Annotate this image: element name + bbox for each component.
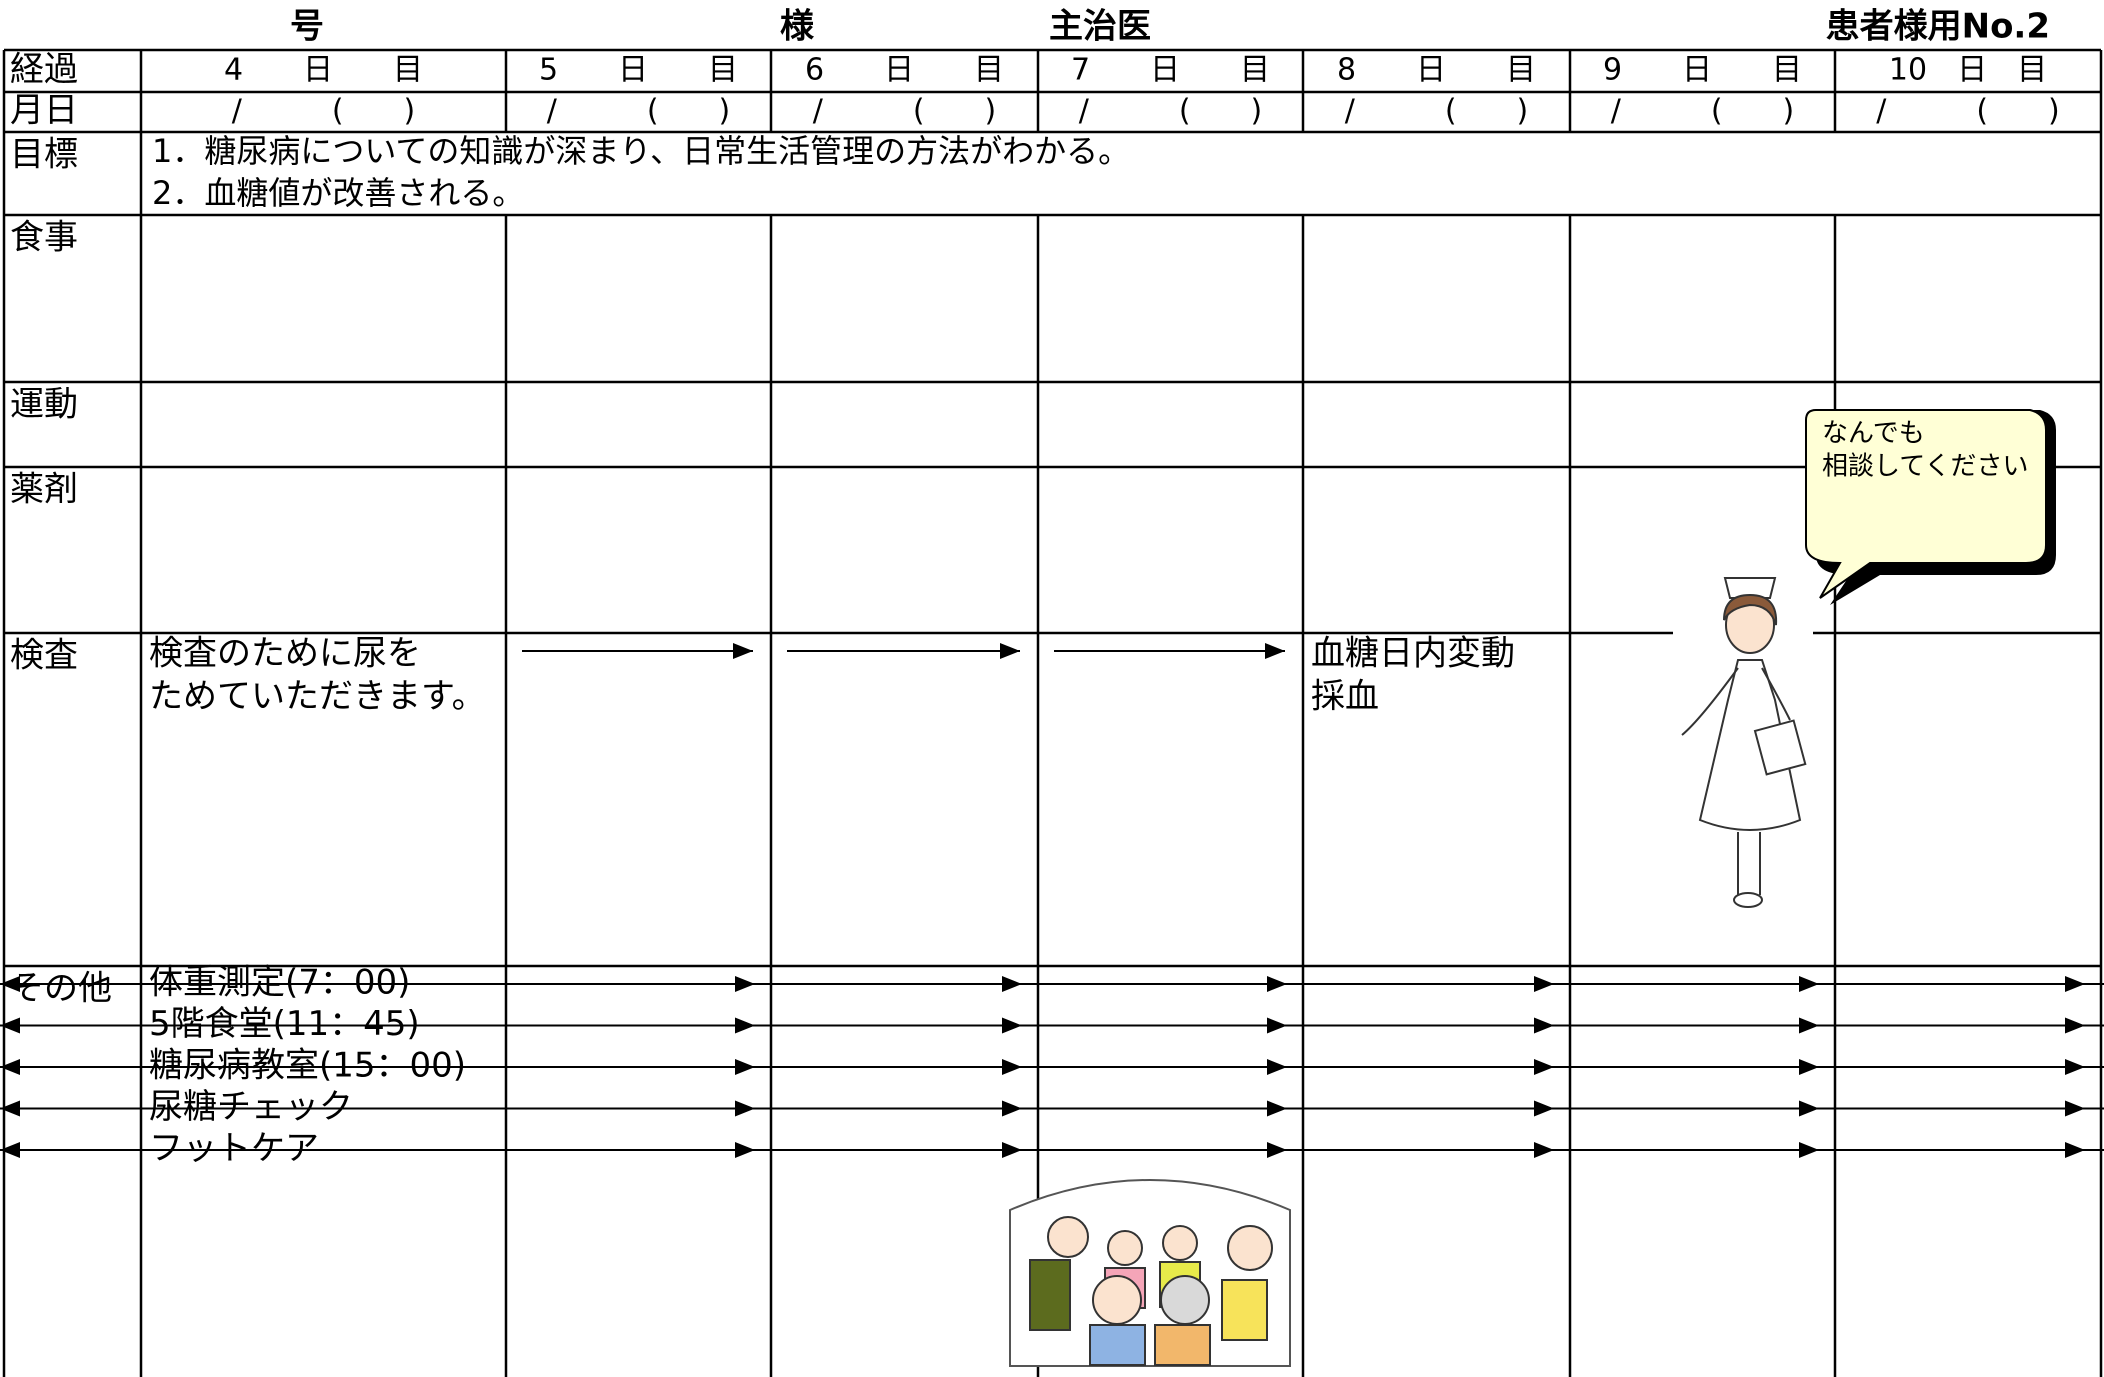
day-header: 8 日 目	[1337, 53, 1536, 88]
date-cell: / ( )	[232, 94, 416, 129]
row-label: その他	[10, 969, 112, 1009]
row-label: 月日	[10, 91, 78, 131]
goal-text: 1．糖尿病についての知識が深まり、日常生活管理の方法がわかる。	[152, 132, 1130, 170]
date-cell: / ( )	[813, 94, 997, 129]
bubble-text: 相談してください	[1822, 452, 2028, 482]
day-header: 9 日 目	[1603, 53, 1802, 88]
patient-label: 様	[780, 7, 815, 47]
doctor-label: 主治医	[1049, 7, 1151, 47]
exam-text: ためていただきます。	[149, 677, 486, 717]
row-label: 食事	[10, 218, 78, 258]
row-label: 薬剤	[10, 470, 78, 510]
number-label: 号	[290, 7, 324, 47]
form-number: 患者様用No.2	[1826, 7, 2050, 47]
row-label: 運動	[10, 385, 78, 425]
day-header: 10 日 目	[1889, 53, 2047, 88]
other-item: 5階食堂(11：45)	[149, 1004, 420, 1044]
nurse-illustration	[1673, 577, 1813, 908]
row-label: 目標	[10, 135, 78, 175]
illustrations: なんでも 相談してください	[1009, 409, 2056, 1367]
date-cell: / ( )	[1079, 94, 1263, 129]
other-item: 体重測定(7：00)	[149, 963, 410, 1003]
other-item: 糖尿病教室(15：00)	[149, 1046, 466, 1086]
row-label: 検査	[10, 636, 78, 676]
day-header: 5 日 目	[539, 53, 738, 88]
family-illustration	[1009, 1179, 1291, 1367]
bubble-text: なんでも	[1822, 419, 1925, 449]
speech-bubble	[1805, 409, 2047, 599]
goal-text: 2．血糖値が改善される。	[152, 174, 524, 212]
date-cell: / ( )	[1345, 94, 1529, 129]
other-item: 尿糖チェック	[149, 1087, 353, 1127]
date-cell: / ( )	[547, 94, 731, 129]
exam-text: 採血	[1311, 677, 1379, 717]
row-label: 経過	[10, 50, 78, 90]
other-item: フットケア	[149, 1129, 319, 1169]
day-header: 6 日 目	[805, 53, 1004, 88]
table-grid	[2, 48, 2103, 1377]
exam-text: 検査のために尿を	[149, 634, 421, 674]
date-cell: / ( )	[1611, 94, 1795, 129]
exam-text: 血糖日内変動	[1311, 634, 1515, 674]
date-cell: / ( )	[1876, 94, 2060, 129]
day-header: 7 日 目	[1071, 53, 1270, 88]
day-header: 4 日 目	[224, 53, 423, 88]
